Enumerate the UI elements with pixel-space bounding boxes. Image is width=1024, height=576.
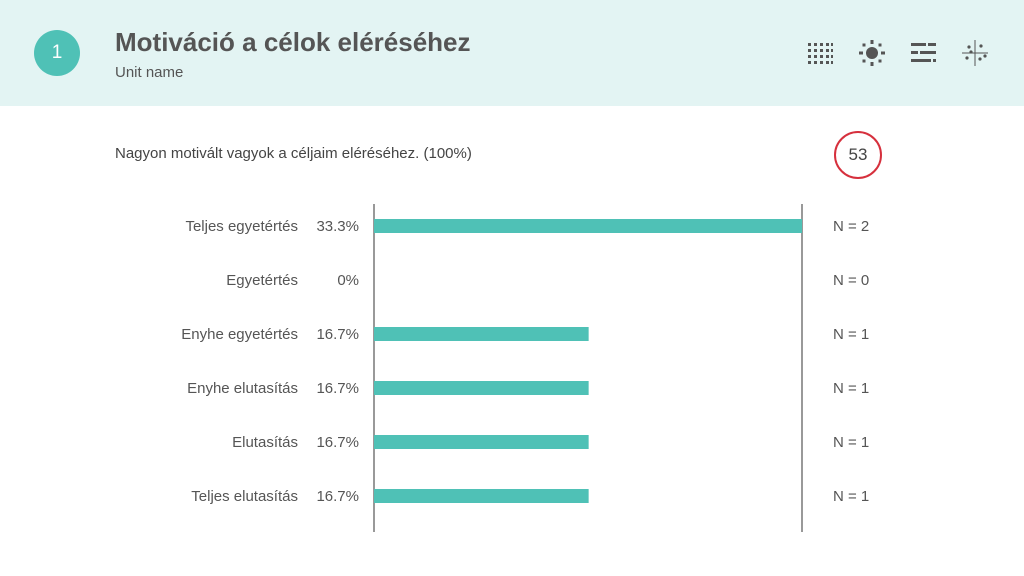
n-count-label: N = 1	[833, 434, 869, 451]
bar	[374, 219, 802, 233]
filter-lines-icon[interactable]	[908, 38, 938, 68]
sun-icon[interactable]	[857, 38, 887, 68]
percent-label: 16.7%	[316, 380, 359, 397]
category-label: Teljes egyetértés	[185, 218, 298, 235]
grid-dots-icon[interactable]	[805, 38, 835, 68]
n-count-label: N = 1	[833, 380, 869, 397]
percent-label: 33.3%	[316, 218, 359, 235]
category-label: Egyetértés	[226, 272, 298, 289]
question-text: Nagyon motivált vagyok a céljaim elérésé…	[115, 145, 472, 162]
bar	[374, 489, 589, 503]
category-label: Enyhe egyetértés	[181, 326, 298, 343]
percent-label: 16.7%	[316, 488, 359, 505]
scatter-icon[interactable]	[960, 38, 990, 68]
percent-label: 16.7%	[316, 434, 359, 451]
question-number-badge: 1	[34, 30, 80, 76]
bar	[374, 381, 589, 395]
unit-name: Unit name	[115, 64, 184, 81]
n-count-label: N = 1	[833, 326, 869, 343]
page-title: Motiváció a célok eléréséhez	[115, 27, 471, 57]
n-count-label: N = 2	[833, 218, 869, 235]
category-label: Teljes elutasítás	[191, 488, 298, 505]
category-label: Enyhe elutasítás	[187, 380, 298, 397]
bar	[374, 435, 589, 449]
bar	[374, 327, 589, 341]
header-bar: 1 Motiváció a célok eléréséhez Unit name	[0, 0, 1024, 106]
response-count-badge: 53	[834, 131, 882, 179]
category-label: Elutasítás	[232, 434, 298, 451]
percent-label: 16.7%	[316, 326, 359, 343]
n-count-label: N = 1	[833, 488, 869, 505]
percent-label: 0%	[337, 272, 359, 289]
n-count-label: N = 0	[833, 272, 869, 289]
